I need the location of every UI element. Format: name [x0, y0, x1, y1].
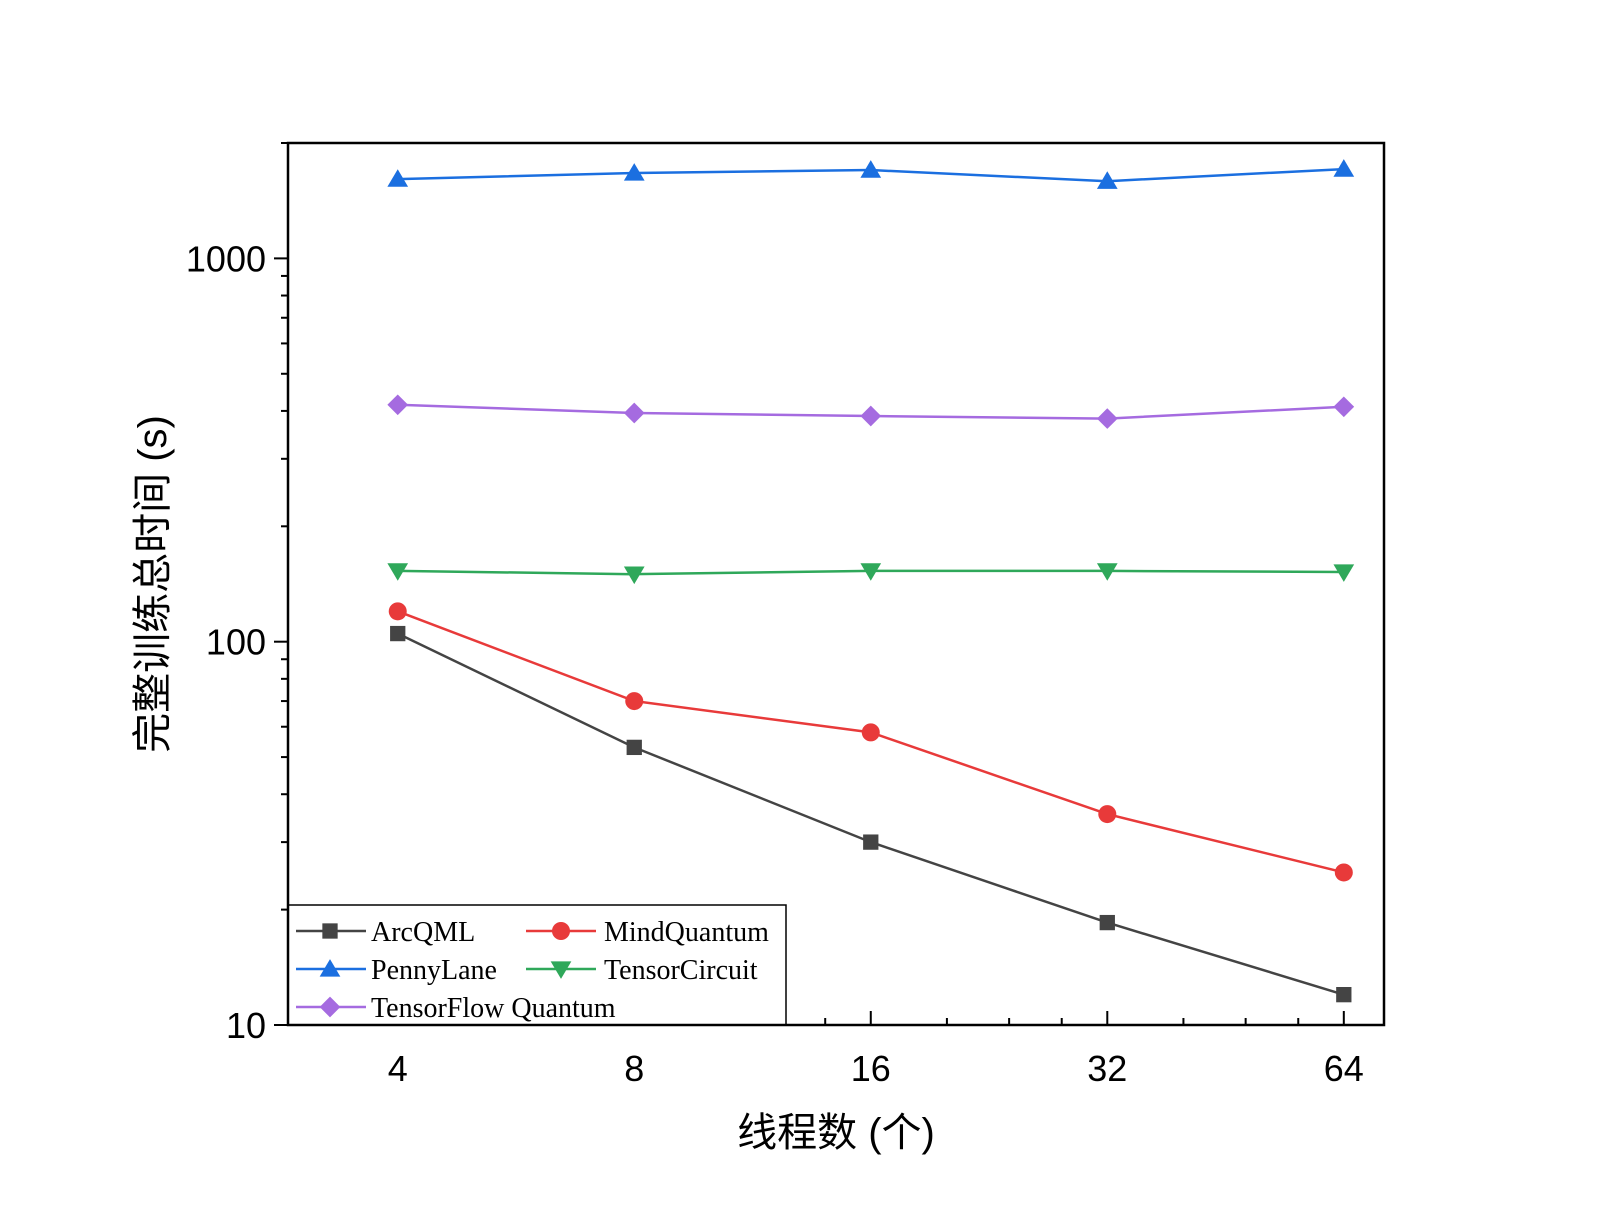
- legend-marker: [550, 961, 572, 979]
- data-point: [623, 566, 645, 585]
- series-tensorcircuit: [387, 563, 1355, 585]
- data-point: [860, 563, 882, 581]
- legend-marker: [319, 996, 341, 1018]
- legend-label: MindQuantum: [604, 917, 769, 948]
- data-point: [623, 163, 645, 181]
- data-point: [1333, 396, 1355, 418]
- x-tick-label: 16: [851, 1048, 891, 1089]
- legend-item: ArcQML: [296, 917, 475, 948]
- y-tick-label: 10: [226, 1005, 266, 1046]
- plot-frame: [286, 141, 1386, 1027]
- legend: [287, 904, 787, 1026]
- data-point: [626, 739, 642, 756]
- legend-label: TensorFlow Quantum: [371, 993, 616, 1024]
- legend-item: TensorFlow Quantum: [296, 993, 616, 1024]
- data-point: [1098, 805, 1117, 824]
- x-tick-label: 64: [1324, 1048, 1364, 1089]
- data-point: [861, 723, 880, 742]
- data-point: [625, 692, 644, 711]
- data-point: [1096, 171, 1118, 189]
- legend-entries: ArcQML MindQuantum PennyLane TensorCircuit T…: [296, 917, 769, 1024]
- data-point: [1096, 563, 1118, 581]
- y-tick-label: 100: [206, 622, 266, 663]
- axis-ticks: [274, 142, 1385, 1026]
- series-mindquantum: [388, 602, 1353, 882]
- data-point: [860, 405, 882, 427]
- series-pennylane: [387, 159, 1355, 189]
- data-point: [388, 602, 407, 621]
- data-point: [1336, 986, 1352, 1003]
- x-tick-label: 4: [388, 1048, 408, 1089]
- data-point: [863, 834, 879, 850]
- data-point: [860, 160, 882, 178]
- legend-marker: [552, 922, 570, 940]
- data-point: [1099, 914, 1115, 931]
- y-axis-label: 完整训练总时间 (s): [131, 415, 175, 753]
- x-tick-label: 32: [1087, 1048, 1127, 1089]
- legend-item: TensorCircuit: [526, 955, 758, 986]
- plot-series: [387, 159, 1355, 1003]
- legend-label: TensorCircuit: [604, 955, 758, 986]
- data-point: [387, 394, 409, 416]
- data-point: [1333, 564, 1355, 582]
- data-point: [390, 625, 406, 642]
- y-tick-label: 1000: [186, 238, 266, 279]
- data-point: [1333, 159, 1355, 177]
- series-line: [397, 610, 1345, 874]
- x-tick-label: 8: [624, 1048, 644, 1089]
- data-point: [1334, 863, 1353, 882]
- data-point: [1096, 408, 1118, 429]
- data-point: [387, 563, 409, 581]
- legend-item: MindQuantum: [526, 917, 769, 948]
- legend-label: ArcQML: [371, 917, 475, 948]
- data-point: [623, 402, 645, 424]
- legend-marker: [322, 923, 338, 939]
- legend-label: PennyLane: [371, 955, 497, 986]
- series-tensorflow-quantum: [387, 394, 1355, 429]
- legend-marker: [319, 959, 341, 977]
- legend-item: PennyLane: [296, 955, 497, 986]
- x-axis-label: 线程数 (个): [737, 1111, 935, 1155]
- tick-labels: 10 100 1000 4 8 16 32 64: [186, 238, 1364, 1089]
- series-arcqml: [390, 625, 1352, 1003]
- data-point: [387, 169, 409, 187]
